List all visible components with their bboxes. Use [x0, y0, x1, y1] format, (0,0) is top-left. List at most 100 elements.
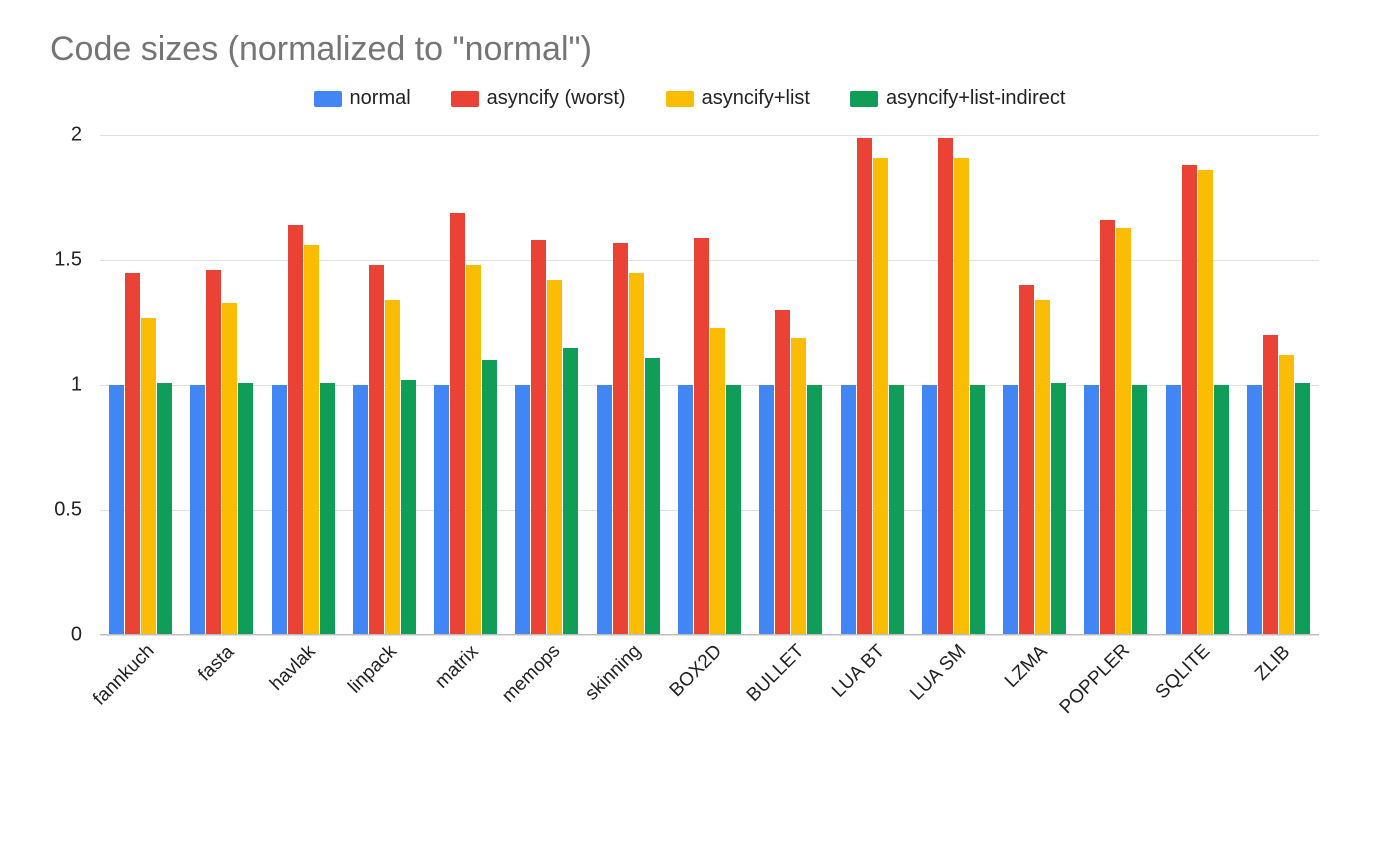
bar-group — [831, 135, 912, 635]
bar-list — [304, 245, 319, 635]
bar-normal — [272, 385, 287, 635]
bar-group — [588, 135, 669, 635]
legend-item-list: asyncify+list — [666, 87, 810, 110]
x-label-slot: linpack — [344, 635, 425, 775]
bar-list_indirect — [1051, 383, 1066, 636]
x-tick-label: BULLET — [743, 640, 809, 706]
bar-worst — [450, 213, 465, 636]
x-tick-label: BOX2D — [666, 641, 727, 702]
y-tick-label: 0.5 — [54, 499, 82, 522]
bar-group — [181, 135, 262, 635]
bar-worst — [1263, 335, 1278, 635]
legend-swatch — [666, 91, 694, 107]
bar-group — [669, 135, 750, 635]
y-tick-label: 1.5 — [54, 249, 82, 272]
x-label-slot: skinning — [588, 635, 669, 775]
bar-group — [750, 135, 831, 635]
x-tick-label: matrix — [431, 641, 483, 693]
x-tick-label: memops — [498, 640, 565, 707]
bar-list — [629, 273, 644, 636]
bar-group — [263, 135, 344, 635]
bar-list_indirect — [1132, 385, 1147, 635]
bar-groups — [100, 135, 1319, 635]
bar-normal — [353, 385, 368, 635]
bar-group — [913, 135, 994, 635]
bar-list — [954, 158, 969, 636]
bar-group — [506, 135, 587, 635]
bar-list — [1116, 228, 1131, 636]
x-tick-label: ZLIB — [1251, 642, 1295, 686]
x-label-slot: ZLIB — [1238, 635, 1319, 775]
bar-normal — [515, 385, 530, 635]
legend-label: normal — [350, 87, 411, 110]
bar-worst — [1019, 285, 1034, 635]
legend-swatch — [314, 91, 342, 107]
bar-normal — [434, 385, 449, 635]
bar-list_indirect — [1295, 383, 1310, 636]
x-label-slot: LUA SM — [913, 635, 994, 775]
legend-swatch — [850, 91, 878, 107]
bar-group — [1075, 135, 1156, 635]
bar-worst — [206, 270, 221, 635]
bar-list_indirect — [401, 380, 416, 635]
x-tick-label: SQLITE — [1152, 641, 1215, 704]
bar-group — [1156, 135, 1237, 635]
bar-list — [1035, 300, 1050, 635]
x-label-slot: POPPLER — [1075, 635, 1156, 775]
bar-worst — [288, 225, 303, 635]
bar-worst — [613, 243, 628, 636]
legend-label: asyncify+list — [702, 87, 810, 110]
bar-list_indirect — [157, 383, 172, 636]
bar-worst — [775, 310, 790, 635]
bar-group — [100, 135, 181, 635]
x-tick-label: LZMA — [1000, 641, 1051, 692]
x-label-slot: fannkuch — [100, 635, 181, 775]
bar-list_indirect — [645, 358, 660, 636]
x-label-slot: SQLITE — [1156, 635, 1237, 775]
bar-list_indirect — [320, 383, 335, 636]
bar-normal — [678, 385, 693, 635]
bar-normal — [841, 385, 856, 635]
bar-group — [344, 135, 425, 635]
bar-list — [791, 338, 806, 636]
bar-normal — [1166, 385, 1181, 635]
legend-item-worst: asyncify (worst) — [451, 87, 626, 110]
bar-normal — [597, 385, 612, 635]
bar-list — [547, 280, 562, 635]
bar-worst — [531, 240, 546, 635]
x-tick-label: LUA SM — [906, 641, 971, 706]
bar-normal — [759, 385, 774, 635]
x-tick-label: linpack — [345, 641, 402, 698]
bar-worst — [125, 273, 140, 636]
bar-worst — [1100, 220, 1115, 635]
legend-swatch — [451, 91, 479, 107]
bar-worst — [1182, 165, 1197, 635]
x-tick-label: skinning — [581, 641, 646, 706]
x-label-slot: BULLET — [750, 635, 831, 775]
legend-item-list_indirect: asyncify+list-indirect — [850, 87, 1066, 110]
legend-label: asyncify (worst) — [487, 87, 626, 110]
bar-worst — [694, 238, 709, 636]
legend-item-normal: normal — [314, 87, 411, 110]
y-axis-labels: 00.511.52 — [40, 135, 90, 635]
bar-normal — [1003, 385, 1018, 635]
bar-list_indirect — [238, 383, 253, 636]
bar-list — [141, 318, 156, 636]
bar-list_indirect — [889, 385, 904, 635]
bar-normal — [109, 385, 124, 635]
bar-list_indirect — [563, 348, 578, 636]
bar-list — [222, 303, 237, 636]
bar-group — [425, 135, 506, 635]
x-axis-labels: fannkuchfastahavlaklinpackmatrixmemopssk… — [100, 635, 1319, 775]
y-tick-label: 1 — [71, 374, 82, 397]
x-tick-label: fannkuch — [89, 640, 159, 710]
x-label-slot: BOX2D — [669, 635, 750, 775]
x-tick-label: havlak — [266, 641, 320, 695]
legend-label: asyncify+list-indirect — [886, 87, 1066, 110]
bar-list_indirect — [726, 385, 741, 635]
x-tick-label: fasta — [194, 642, 239, 687]
code-sizes-chart: Code sizes (normalized to "normal") norm… — [0, 0, 1379, 852]
y-tick-label: 2 — [71, 124, 82, 147]
bar-list — [873, 158, 888, 636]
bar-list_indirect — [1214, 385, 1229, 635]
